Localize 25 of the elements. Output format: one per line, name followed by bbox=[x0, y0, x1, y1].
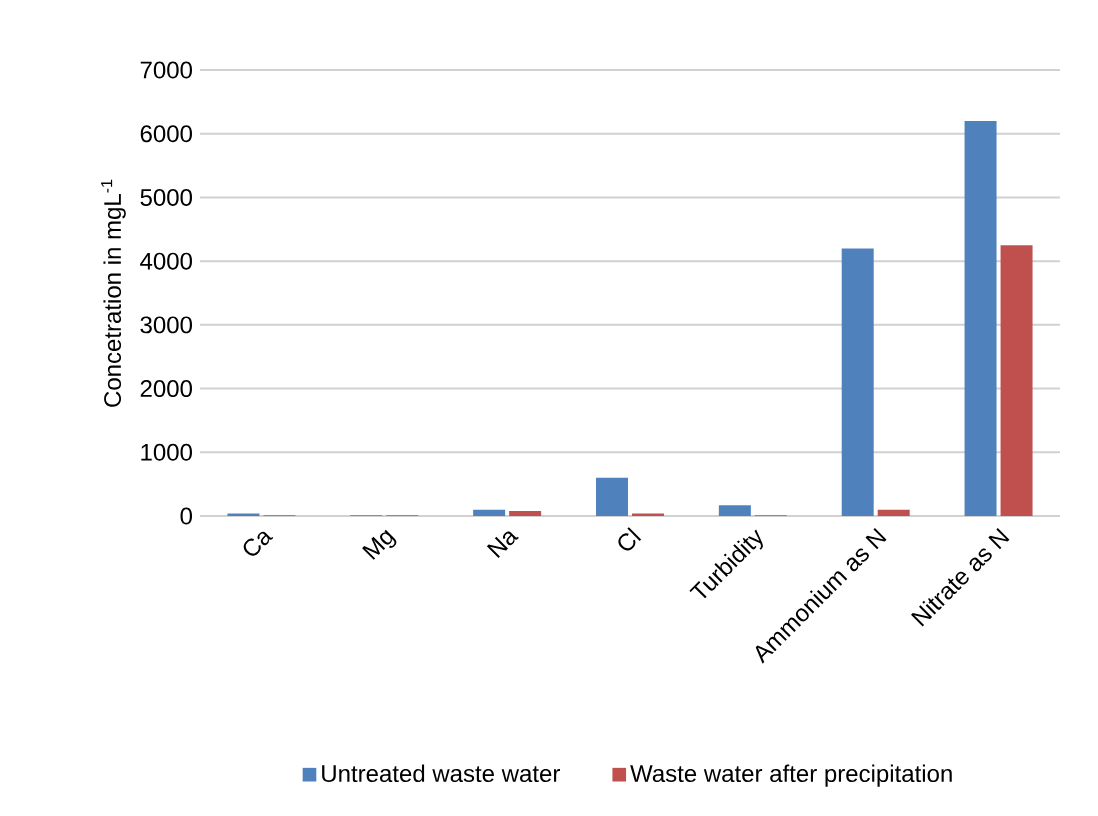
bar bbox=[631, 513, 664, 517]
legend-label: Waste water after precipitation bbox=[630, 764, 952, 787]
legend-label: Untreated waste water bbox=[322, 764, 560, 783]
x-tick-label: Mg bbox=[362, 529, 397, 560]
y-tick-label: 1000 bbox=[141, 443, 192, 461]
bar bbox=[595, 477, 628, 517]
bar bbox=[509, 510, 542, 517]
y-tick-label: 6000 bbox=[140, 125, 192, 143]
x-tick-label: Na bbox=[486, 531, 519, 558]
bar bbox=[964, 121, 997, 517]
y-tick-label: 3000 bbox=[140, 316, 192, 334]
y-tick-label: 4000 bbox=[140, 252, 192, 270]
y-tick-label: 2000 bbox=[140, 380, 192, 398]
bar bbox=[473, 509, 506, 517]
x-tick-label: Ca bbox=[243, 531, 274, 556]
bar bbox=[877, 509, 910, 517]
y-axis-title: Concetration in mgL$^{-1}$ bbox=[101, 179, 126, 407]
y-tick-label: 7000 bbox=[140, 61, 192, 79]
y-tick-label: 0 bbox=[180, 507, 193, 525]
bar bbox=[227, 513, 260, 517]
x-tick-label: Cl bbox=[618, 527, 642, 551]
bar bbox=[1000, 245, 1033, 517]
bar bbox=[841, 248, 874, 517]
y-tick-label: 5000 bbox=[140, 188, 192, 206]
bar bbox=[718, 505, 751, 517]
